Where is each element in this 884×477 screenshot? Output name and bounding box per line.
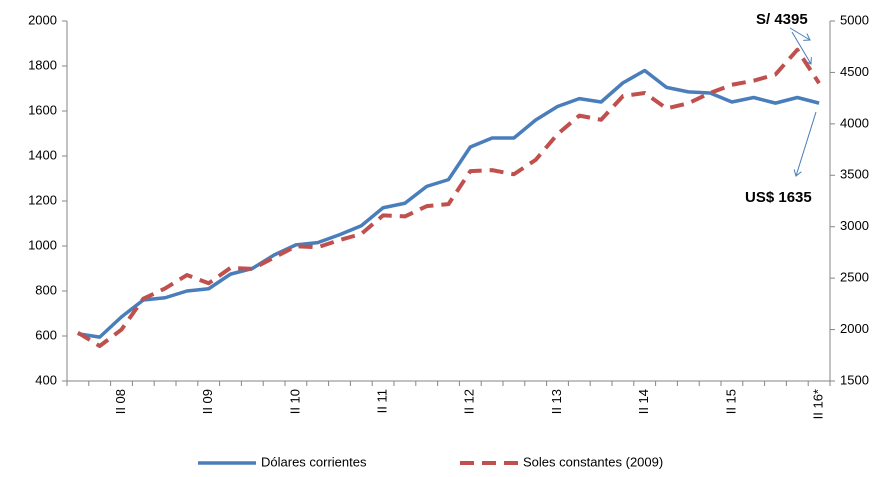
series-line (77, 68, 820, 339)
annotation: US$ 1635 (745, 189, 812, 206)
x-tick-label: II 08 (113, 389, 128, 414)
y-tick-label: 800 (35, 282, 57, 297)
legend-label: Soles constantes (2009) (523, 454, 663, 469)
y-tick-label: 1400 (28, 147, 57, 162)
y-tick-label: 1800 (28, 57, 57, 72)
x-tick-label: II 09 (200, 389, 215, 414)
y2-tick-label: 5000 (840, 12, 869, 27)
x-tick-label: II 10 (287, 389, 302, 414)
x-tick-label: II 16* (811, 389, 826, 419)
y-tick-label: 1200 (28, 192, 57, 207)
y-tick-label: 1000 (28, 237, 57, 252)
x-tick-label: II 11 (375, 389, 390, 413)
y2-tick-label: 4500 (840, 64, 869, 79)
x-tick-label: II 14 (636, 389, 651, 414)
y2-tick-label: 4000 (840, 115, 869, 130)
y-tick-label: 1600 (28, 102, 57, 117)
arrow (789, 27, 810, 40)
x-tick-label: II 13 (549, 389, 564, 414)
arrow (791, 31, 811, 64)
y-tick-label: 2000 (28, 12, 57, 27)
y-tick-label: 400 (35, 372, 57, 387)
y-tick-label: 600 (35, 327, 57, 342)
x-tick-label: II 12 (462, 389, 477, 414)
y2-tick-label: 3500 (840, 167, 869, 182)
y2-tick-label: 2000 (840, 321, 869, 336)
y2-tick-label: 1500 (840, 372, 869, 387)
arrow (796, 111, 817, 176)
x-tick-label: II 15 (723, 389, 738, 414)
legend-label: Dólares corrientes (261, 454, 367, 469)
series-line (76, 47, 821, 349)
annotation: S/ 4395 (756, 11, 808, 28)
y2-tick-label: 2500 (840, 270, 869, 285)
y2-tick-label: 3000 (840, 218, 869, 233)
